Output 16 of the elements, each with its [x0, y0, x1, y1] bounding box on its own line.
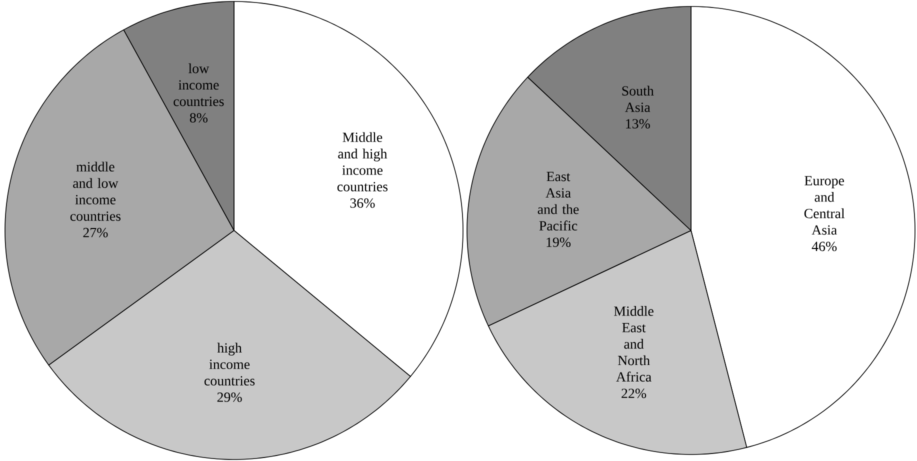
- slice-label: middle and low income countries: [70, 162, 121, 221]
- slice-label: Middle East and North Africa: [614, 306, 654, 382]
- data-label: 46%: [812, 242, 837, 252]
- data-label: 19%: [546, 238, 571, 247]
- slice-label: South Asia: [622, 86, 654, 112]
- data-label: 27%: [83, 228, 108, 238]
- slice-label: Europe and Central Asia: [804, 176, 845, 235]
- data-label: 36%: [350, 198, 375, 208]
- data-label: 13%: [626, 119, 650, 129]
- data-label: 29%: [217, 392, 242, 402]
- slice-label: Middle and high income countries: [337, 132, 388, 192]
- slice-label: high income countries: [204, 342, 255, 386]
- data-label: 22%: [622, 388, 646, 398]
- slice-label: East Asia and the Pacific: [538, 172, 579, 231]
- data-label: 8%: [190, 113, 208, 123]
- slice-label: low income countries: [174, 63, 224, 106]
